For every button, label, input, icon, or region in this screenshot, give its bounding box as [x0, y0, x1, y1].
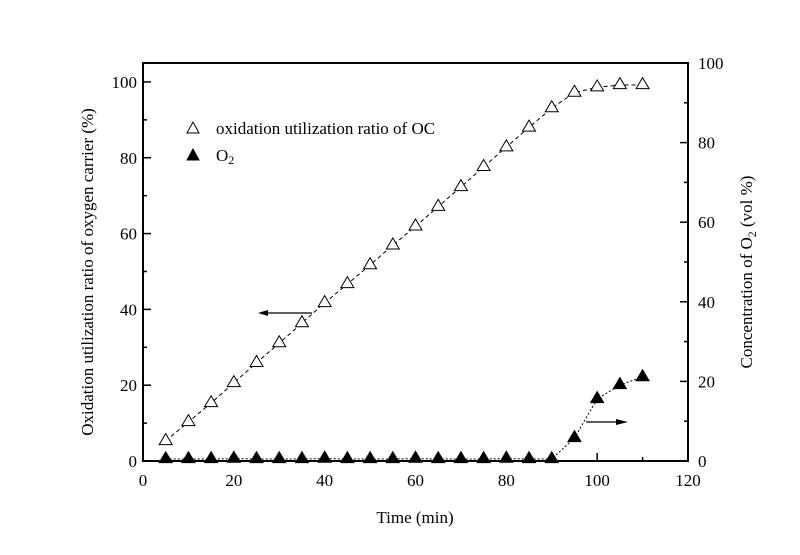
y-left-tick-label: 40	[120, 300, 137, 319]
legend-label-o2-main: O	[216, 146, 228, 165]
legend-label-o2: O2	[216, 146, 234, 167]
data-point-o2	[567, 429, 582, 443]
data-point-oc	[589, 78, 605, 92]
data-point-oc	[498, 138, 514, 152]
data-point-o2	[476, 450, 492, 464]
data-point-oc	[385, 237, 401, 250]
data-point-oc	[339, 275, 355, 289]
legend-filled-triangle-icon	[186, 147, 200, 161]
y-left-tick-label: 0	[129, 452, 138, 471]
data-point-oc	[430, 198, 446, 211]
y-right-tick-label: 20	[698, 372, 715, 391]
series-lines	[165, 84, 643, 460]
arrow-right-head-icon	[616, 419, 628, 425]
x-tick-label: 40	[316, 471, 333, 490]
data-point-o2	[521, 450, 537, 464]
data-point-o2	[362, 450, 378, 464]
data-point-oc	[612, 76, 628, 90]
y-left-tick-label: 100	[112, 73, 138, 92]
data-point-oc	[567, 84, 582, 97]
series-line-oc	[165, 84, 643, 442]
data-point-oc	[181, 413, 196, 427]
data-point-o2	[612, 376, 628, 390]
data-point-o2	[408, 450, 423, 463]
data-point-oc	[544, 99, 560, 113]
data-point-o2	[498, 450, 514, 463]
y-axis-title-right-main: Concentration of O	[737, 237, 756, 368]
data-point-oc	[226, 374, 242, 388]
y-right-tick-label: 80	[698, 134, 715, 153]
data-point-oc	[453, 178, 469, 192]
data-point-oc	[203, 394, 219, 408]
data-point-o2	[385, 450, 401, 464]
data-point-o2	[589, 390, 605, 404]
data-point-o2	[203, 450, 219, 464]
arrow-to-left-axis	[258, 310, 312, 316]
legend: oxidation utilization ratio of OC O2	[186, 119, 435, 167]
y-left-tick-label: 60	[120, 225, 137, 244]
y-axis-title-right: Concentration of O2 (vol %)	[737, 176, 759, 369]
data-point-o2	[339, 450, 355, 464]
y-axis-title-left: Oxidation utilization ratio of oxygen ca…	[78, 108, 97, 436]
y-axis-title-right-tail: (vol %)	[737, 176, 756, 232]
data-point-oc	[249, 354, 264, 367]
arrow-left-head-icon	[258, 310, 268, 316]
x-axis-title: Time (min)	[376, 508, 453, 527]
legend-label-oc: oxidation utilization ratio of OC	[216, 119, 435, 138]
data-point-o2	[249, 450, 264, 464]
data-point-oc	[521, 119, 537, 132]
legend-open-triangle-icon	[186, 120, 200, 134]
x-tick-label: 0	[139, 471, 148, 490]
x-tick-label: 60	[407, 471, 424, 490]
y-right-tick-label: 40	[698, 293, 715, 312]
x-tick-label: 100	[584, 471, 610, 490]
series-line-o2	[165, 376, 643, 460]
data-point-o2	[635, 368, 650, 382]
data-point-o2	[430, 450, 446, 464]
y-left-tick-label: 80	[120, 149, 137, 168]
arrow-to-right-axis	[586, 419, 628, 425]
x-tick-label: 20	[225, 471, 242, 490]
data-point-oc	[317, 294, 333, 308]
y-axis-title-right-sub: 2	[745, 231, 759, 237]
y-left-tick-label: 20	[120, 376, 137, 395]
data-point-o2	[181, 450, 196, 464]
y-right-tick-label: 60	[698, 213, 715, 232]
data-point-oc	[635, 76, 650, 90]
y-right-tick-label: 100	[698, 54, 724, 73]
x-tick-label: 120	[675, 471, 701, 490]
data-point-oc	[362, 256, 378, 270]
data-point-o2	[453, 450, 469, 464]
data-point-oc	[294, 314, 310, 328]
y-right-tick-label: 0	[698, 452, 707, 471]
data-point-o2	[544, 450, 560, 464]
x-tick-label: 80	[498, 471, 515, 490]
data-point-oc	[271, 334, 287, 348]
data-point-o2	[317, 450, 333, 463]
data-point-o2	[294, 450, 310, 464]
data-point-o2	[271, 450, 287, 464]
data-point-oc	[408, 218, 423, 231]
data-point-oc	[158, 432, 174, 446]
series-markers	[158, 76, 650, 464]
data-point-o2	[226, 450, 242, 463]
legend-label-o2-sub: 2	[228, 153, 234, 167]
data-point-oc	[476, 158, 492, 172]
data-point-o2	[158, 450, 174, 464]
